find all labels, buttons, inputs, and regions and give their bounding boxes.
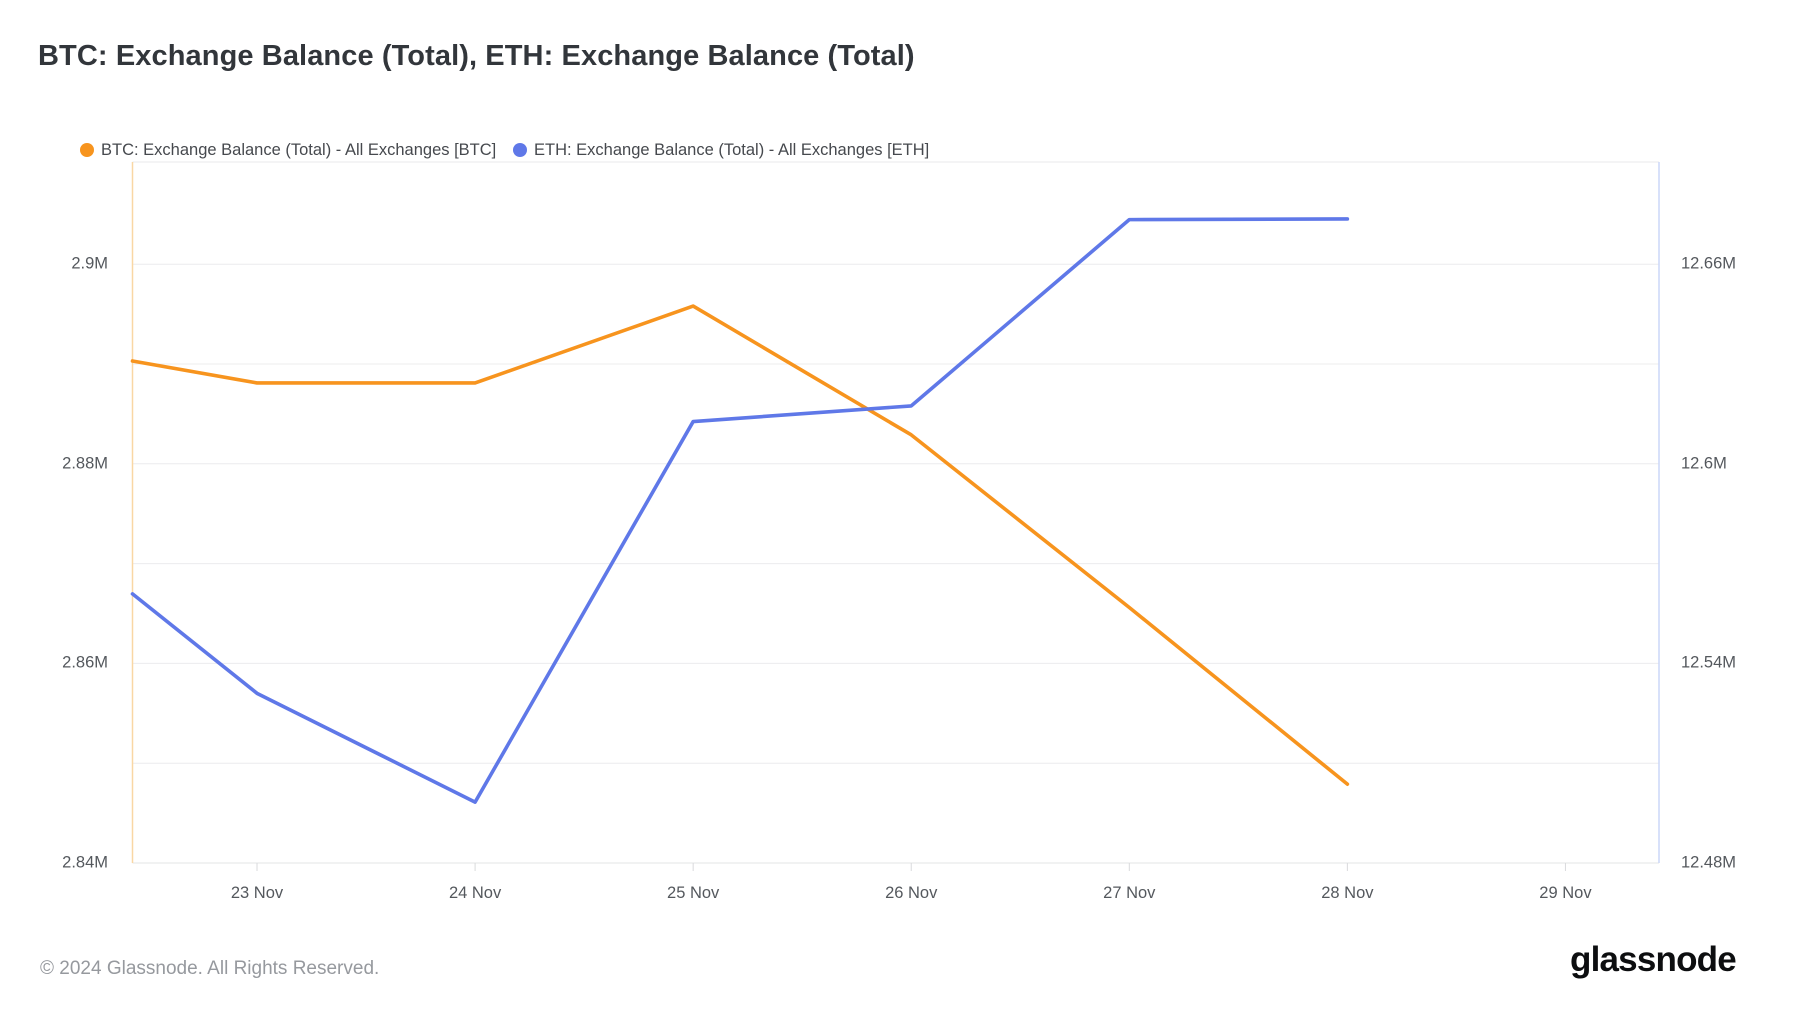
eth-legend-dot-icon — [513, 143, 527, 157]
series-line-btc[interactable] — [130, 304, 1350, 786]
btc-legend-dot-icon — [80, 143, 94, 157]
y-axis-label-left: 2.9M — [71, 254, 108, 273]
x-axis-label: 29 Nov — [1539, 884, 1592, 902]
x-axis-label: 27 Nov — [1103, 884, 1156, 902]
eth-legend-label: ETH: Exchange Balance (Total) - All Exch… — [534, 140, 930, 159]
y-axis-label-right: 12.6M — [1681, 454, 1727, 473]
x-axis-label: 26 Nov — [885, 884, 938, 902]
x-axis-label: 23 Nov — [230, 884, 284, 902]
y-axis-label-right: 12.48M — [1681, 853, 1737, 872]
legend-item-btc[interactable]: BTC: Exchange Balance (Total) - All Exch… — [80, 140, 496, 160]
x-axis-label: 25 Nov — [667, 884, 720, 902]
glassnode-logo: glassnode — [1570, 940, 1737, 979]
y-axis-label-left: 2.84M — [62, 853, 108, 872]
legend-item-eth[interactable]: ETH: Exchange Balance (Total) - All Exch… — [513, 140, 929, 160]
page-title: BTC: Exchange Balance (Total), ETH: Exch… — [38, 40, 915, 72]
copyright-text: © 2024 Glassnode. All Rights Reserved. — [40, 958, 380, 979]
series-line-eth[interactable] — [130, 217, 1350, 804]
btc-legend-label: BTC: Exchange Balance (Total) - All Exch… — [101, 140, 497, 159]
y-axis-label-left: 2.86M — [62, 653, 108, 672]
x-axis-label: 24 Nov — [448, 884, 502, 902]
y-axis-label-left: 2.88M — [62, 454, 108, 473]
y-axis-label-right: 12.66M — [1681, 254, 1737, 273]
y-axis-label-right: 12.54M — [1681, 653, 1737, 672]
x-axis-label: 28 Nov — [1321, 884, 1374, 902]
